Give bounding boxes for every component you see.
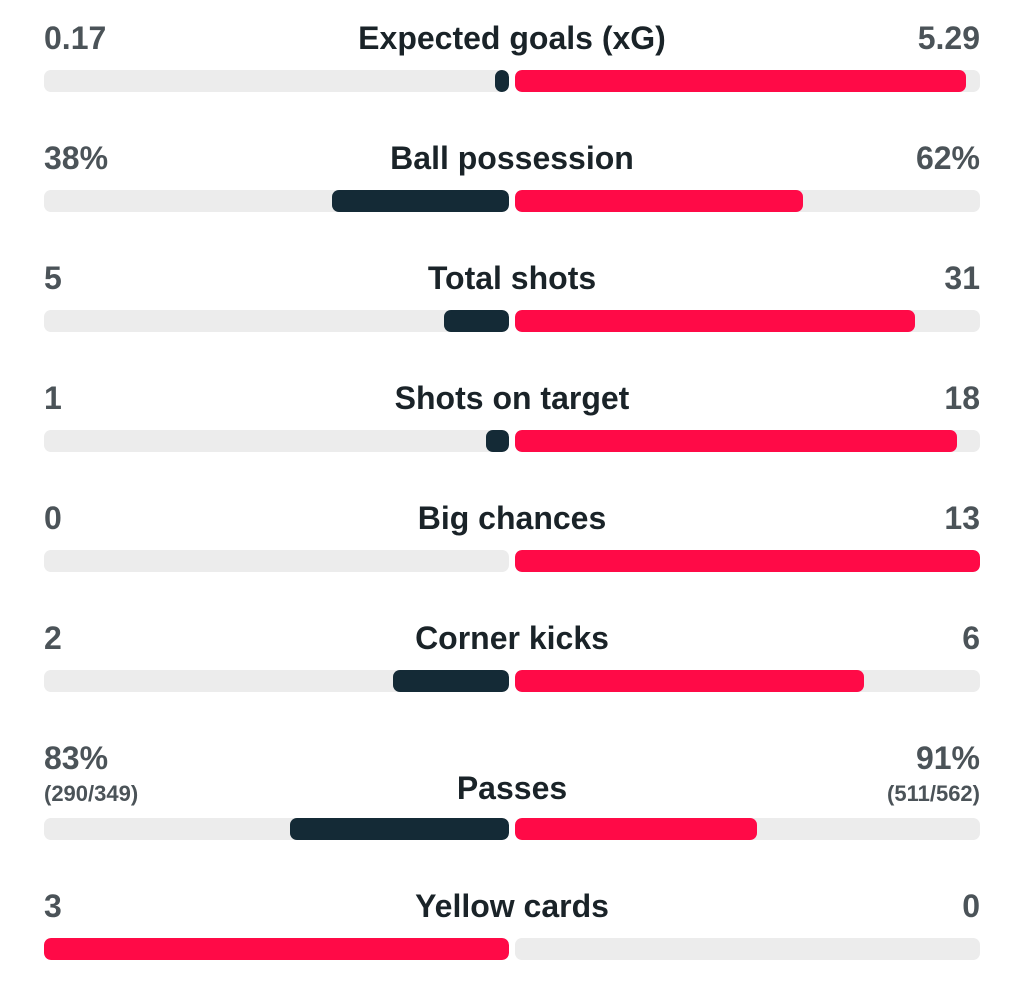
home-sub-value: (290/349) — [44, 781, 139, 806]
stat-label: Big chances — [417, 500, 607, 536]
stat-label: Corner kicks — [415, 620, 609, 656]
home-value: 0.17 — [44, 20, 107, 56]
stat-bars — [44, 938, 980, 960]
away-value: 18 — [944, 380, 980, 416]
away-bar-track — [515, 430, 980, 452]
home-bar-fill — [332, 190, 509, 212]
stat-bars — [44, 670, 980, 692]
stat-row-expected-goals: 0.17 Expected goals (xG) 5.29 — [44, 18, 980, 118]
stat-row-total-shots: 5 Total shots 31 — [44, 258, 980, 358]
away-bar-track — [515, 550, 980, 572]
away-bar-fill — [515, 70, 966, 92]
home-bar-track — [44, 310, 509, 332]
stat-bars — [44, 190, 980, 212]
away-bar-track — [515, 190, 980, 212]
stat-row-ball-possession: 38% Ball possession 62% — [44, 138, 980, 238]
away-bar-fill — [515, 818, 757, 840]
away-bar-fill — [515, 670, 864, 692]
home-bar-track — [44, 70, 509, 92]
away-bar-track — [515, 310, 980, 332]
home-value: 2 — [44, 620, 62, 656]
home-bar-track — [44, 190, 509, 212]
away-sub-value: (511/562) — [887, 781, 980, 806]
away-bar-fill — [515, 430, 957, 452]
away-bar-track — [515, 70, 980, 92]
home-bar-fill — [444, 310, 509, 332]
home-bar-fill — [290, 818, 509, 840]
away-bar-track — [515, 670, 980, 692]
away-bar-track — [515, 818, 980, 840]
stat-label: Ball possession — [390, 140, 634, 176]
stat-bars — [44, 550, 980, 572]
home-value: 3 — [44, 888, 62, 924]
stat-label: Shots on target — [394, 380, 630, 416]
away-value: 0 — [962, 888, 980, 924]
stat-row-passes: 83% (290/349) Passes 91% (511/562) — [44, 738, 980, 848]
stat-bars — [44, 818, 980, 840]
home-bar-fill — [44, 938, 509, 960]
stat-row-yellow-cards: 3 Yellow cards 0 — [44, 886, 980, 986]
away-bar-fill — [515, 310, 915, 332]
home-value: 38% — [44, 140, 109, 176]
stat-label: Expected goals (xG) — [358, 20, 666, 56]
away-value: 62% — [915, 140, 980, 176]
home-bar-track — [44, 670, 509, 692]
stat-label: Total shots — [427, 260, 597, 296]
stat-row-corner-kicks: 2 Corner kicks 6 — [44, 618, 980, 718]
away-value: 13 — [944, 500, 980, 536]
home-value: 83% — [44, 740, 109, 776]
stat-row-big-chances: 0 Big chances 13 — [44, 498, 980, 598]
stat-bars — [44, 70, 980, 92]
home-bar-track — [44, 818, 509, 840]
home-bar-fill — [393, 670, 509, 692]
home-value: 1 — [44, 380, 62, 416]
away-value: 5.29 — [917, 20, 980, 56]
stat-bars — [44, 310, 980, 332]
away-bar-fill — [515, 190, 803, 212]
home-bar-track — [44, 938, 509, 960]
away-bar-fill — [515, 550, 980, 572]
away-value: 6 — [962, 620, 980, 656]
home-bar-track — [44, 550, 509, 572]
away-bar-track — [515, 938, 980, 960]
home-value: 0 — [44, 500, 62, 536]
stat-label: Passes — [456, 770, 568, 806]
stat-label: Yellow cards — [415, 888, 609, 924]
away-value: 31 — [944, 260, 980, 296]
home-bar-fill — [495, 70, 509, 92]
stat-bars — [44, 430, 980, 452]
home-bar-track — [44, 430, 509, 452]
home-value: 5 — [44, 260, 62, 296]
stat-row-shots-on-target: 1 Shots on target 18 — [44, 378, 980, 478]
home-bar-fill — [486, 430, 509, 452]
away-value: 91% — [915, 740, 980, 776]
